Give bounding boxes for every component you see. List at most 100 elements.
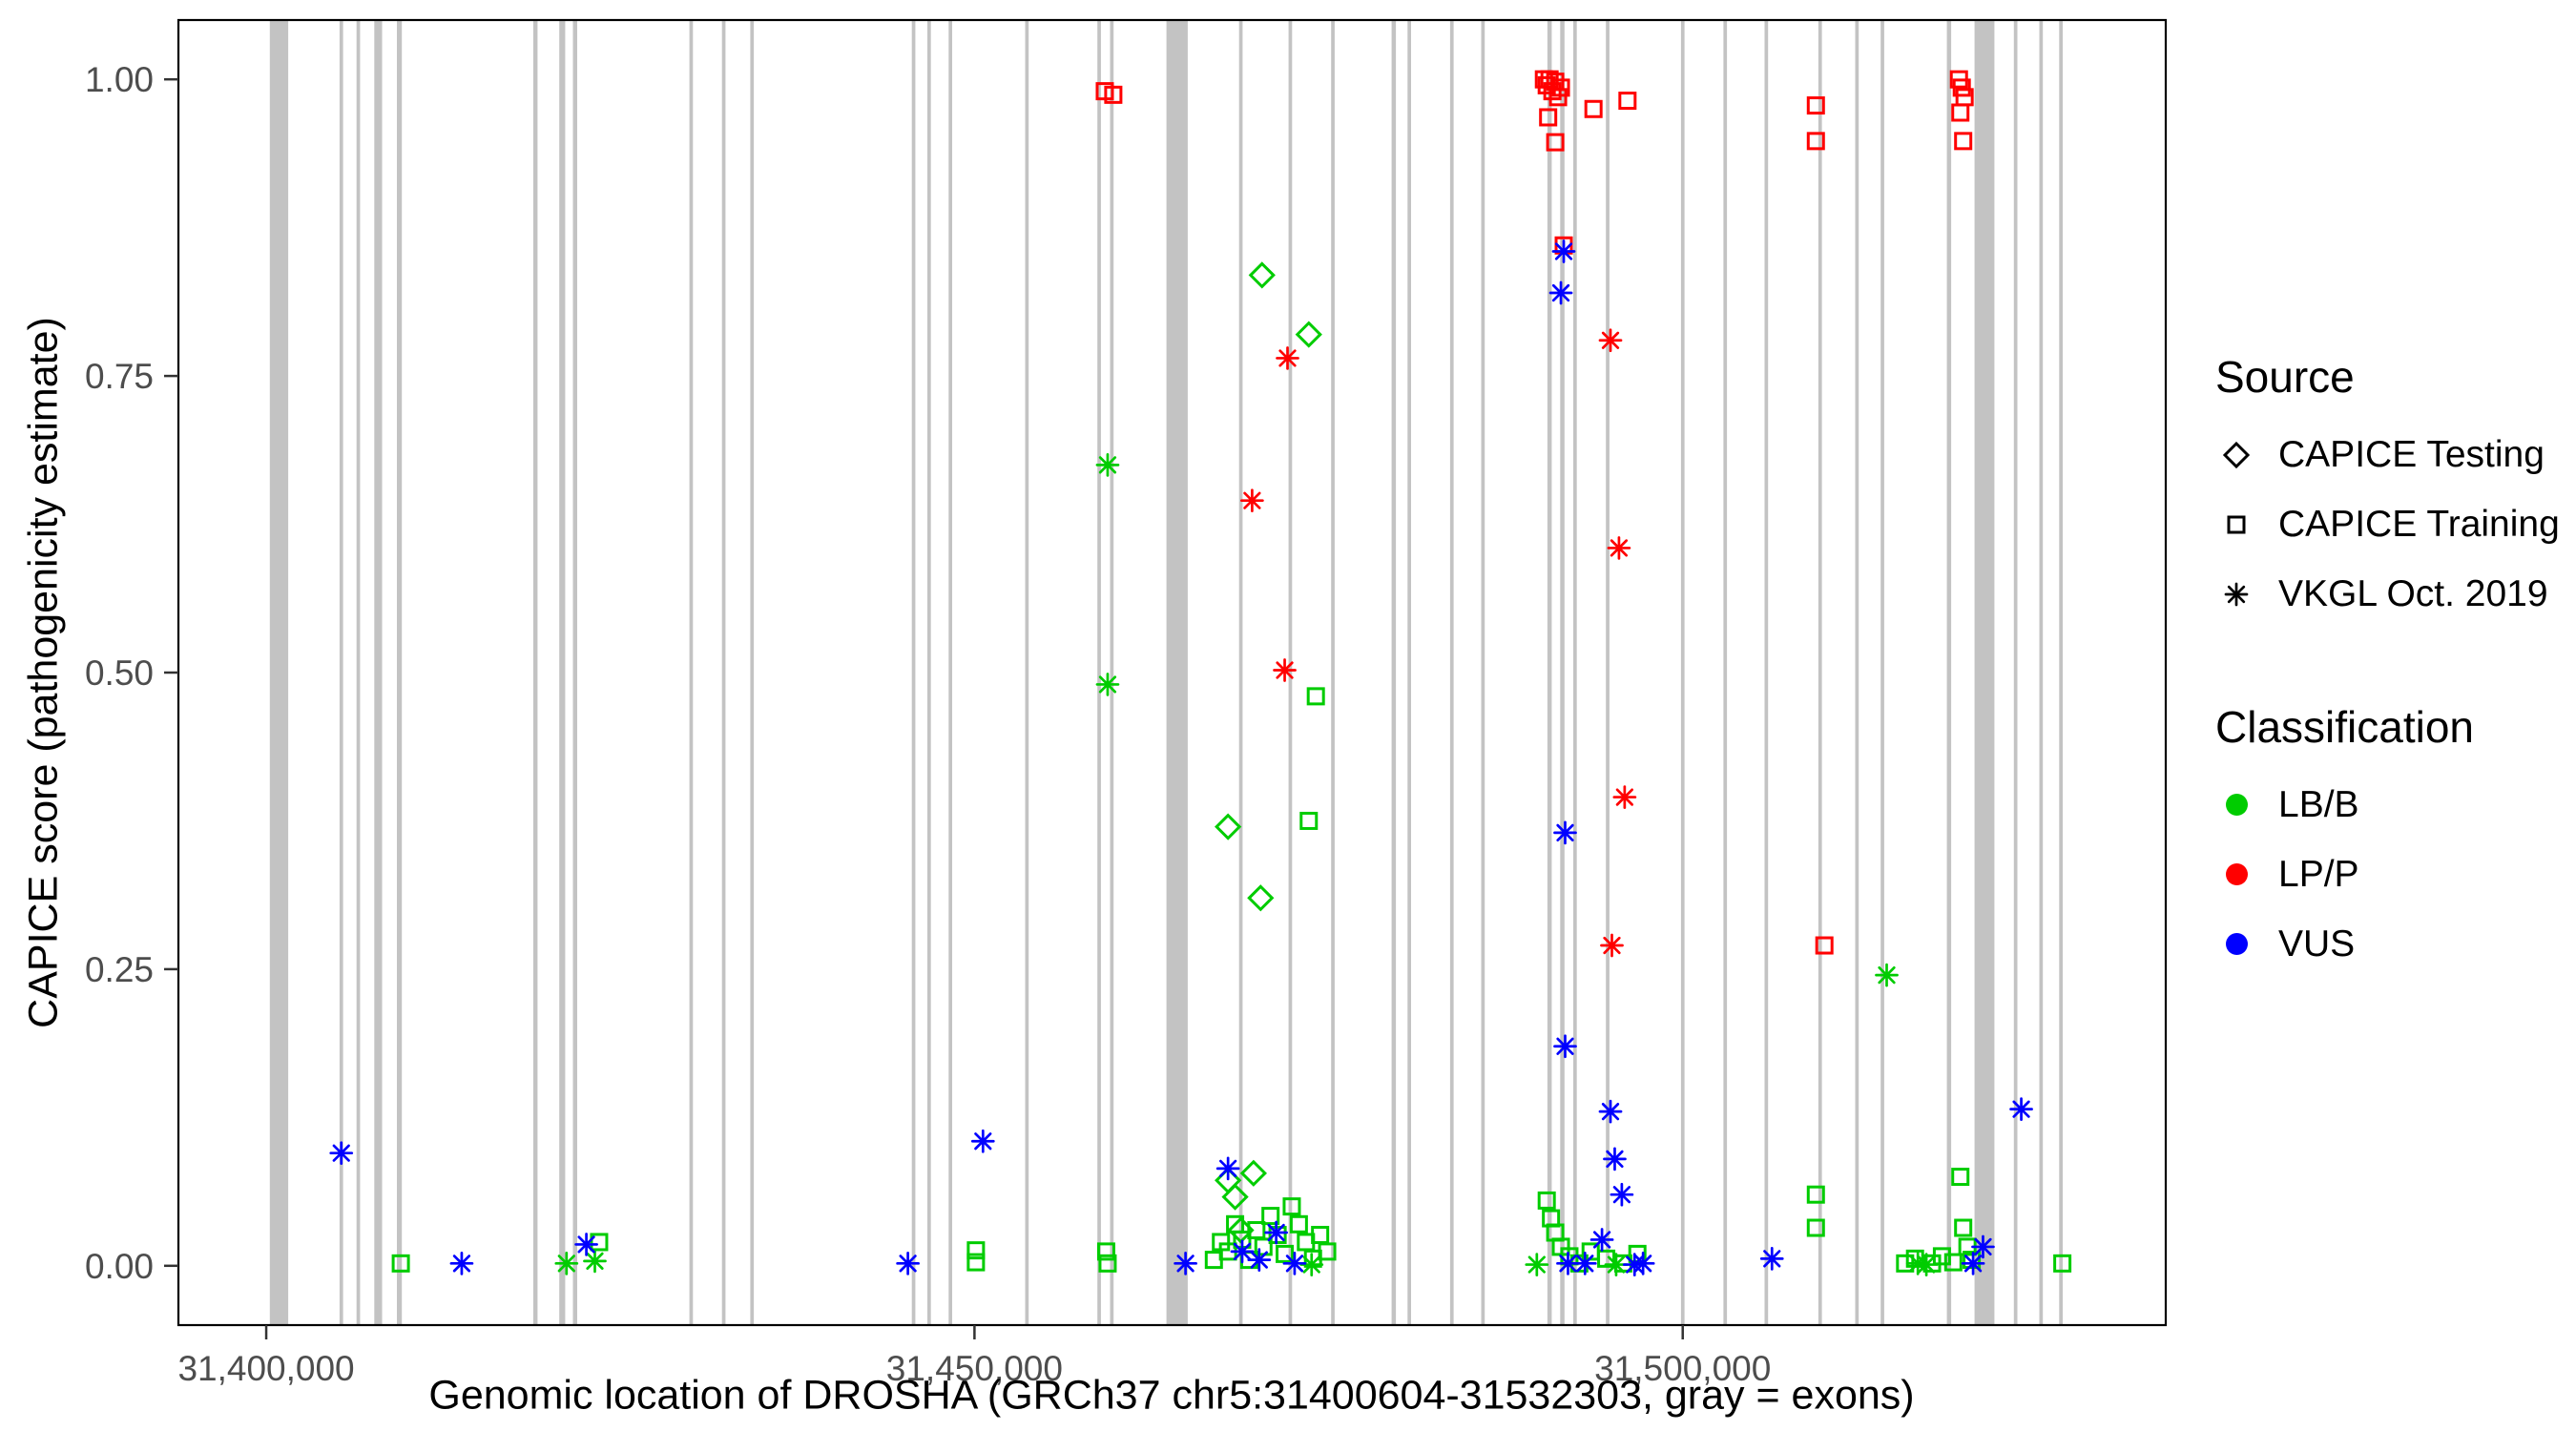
legend-item-classification-1: LP/P <box>2215 840 2560 909</box>
legend-item-source-0: CAPICE Testing <box>2215 420 2560 489</box>
data-point-asterisk <box>1548 280 1573 305</box>
y-tick-label: 1.00 <box>85 60 154 99</box>
legend-item-source-1: CAPICE Training <box>2215 489 2560 559</box>
data-point-asterisk <box>896 1251 920 1275</box>
data-point-asterisk <box>554 1251 579 1275</box>
legend-classification-section: Classification LB/B LP/P VUS <box>2215 701 2560 979</box>
legend-item-source-2: VKGL Oct. 2019 <box>2215 559 2560 629</box>
legend-item-label: CAPICE Training <box>2278 503 2560 545</box>
x-tick-label: 31,450,000 <box>886 1349 1063 1388</box>
asterisk-icon <box>2224 582 2249 606</box>
exon-bar <box>1407 20 1411 1325</box>
legend-source-title: Source <box>2215 352 2355 402</box>
exon-bar <box>1573 20 1577 1325</box>
data-point-square <box>1806 1185 1825 1204</box>
data-point-square <box>966 1241 986 1260</box>
data-point-asterisk <box>1240 488 1264 513</box>
x-tick-label: 31,400,000 <box>177 1349 354 1388</box>
exon-bar <box>1946 20 1952 1325</box>
legend-item-label: LP/P <box>2278 853 2359 895</box>
data-point-square <box>1806 1218 1825 1237</box>
exon-bar <box>532 20 538 1325</box>
data-point-diamond <box>1221 1183 1249 1211</box>
legend-item-label: VKGL Oct. 2019 <box>2278 572 2548 614</box>
data-point-asterisk <box>1572 1251 1597 1275</box>
exon-bar <box>1238 20 1243 1325</box>
legend-item-label: CAPICE Testing <box>2278 433 2545 475</box>
data-point-square <box>1539 108 1558 127</box>
exon-bar <box>339 20 343 1325</box>
exon-bar <box>1481 20 1485 1325</box>
exon-bar <box>269 20 289 1325</box>
data-point-asterisk <box>1525 1253 1549 1276</box>
data-point-square <box>1954 132 1973 151</box>
data-point-asterisk <box>1914 1253 1939 1276</box>
data-point-square <box>1954 1218 1973 1237</box>
data-point-square <box>1963 1251 1982 1270</box>
data-point-square <box>1318 1242 1337 1261</box>
legend-dot-wrap <box>2215 933 2257 955</box>
data-point-asterisk <box>1095 453 1120 477</box>
exon-bar <box>397 20 403 1325</box>
exon-bar <box>721 20 726 1325</box>
data-point-square <box>1951 103 1970 122</box>
exon-bar <box>2039 20 2044 1325</box>
classification-dot-icon <box>2225 863 2248 885</box>
diamond-icon <box>2222 441 2251 468</box>
exon-bar <box>1855 20 1859 1325</box>
data-point-square <box>590 1233 609 1252</box>
data-point-square <box>966 1253 986 1272</box>
exon-bar <box>1331 20 1335 1325</box>
classification-dot-icon <box>2225 794 2248 816</box>
legend-classification-title: Classification <box>2215 702 2474 752</box>
legend-item-label: LB/B <box>2278 783 2359 825</box>
data-point-asterisk <box>1759 1247 1784 1271</box>
legend-source-items: CAPICE Testing CAPICE Training VKGL Oct. 2… <box>2215 420 2560 629</box>
data-point-square <box>1276 1244 1295 1263</box>
legend-dot-wrap <box>2215 863 2257 885</box>
classification-dot-icon <box>2225 933 2248 955</box>
data-point-diamond <box>1247 884 1275 912</box>
data-point-square <box>1806 96 1825 115</box>
data-point-asterisk <box>1971 1234 1995 1259</box>
y-tick-label: 0.25 <box>85 950 154 989</box>
exon-bar <box>2013 20 2018 1325</box>
exon-bar <box>1974 20 1995 1325</box>
exon-bar <box>1025 20 1029 1325</box>
data-point-asterisk <box>1551 239 1576 263</box>
y-tick-label: 0.75 <box>85 357 154 396</box>
exon-bar <box>1288 20 1293 1325</box>
data-point-diamond <box>1295 321 1322 348</box>
exon-bar <box>1110 20 1114 1325</box>
data-point-square <box>1098 1254 1117 1273</box>
legend-item-label: VUS <box>2278 923 2356 964</box>
exon-bar <box>1880 20 1884 1325</box>
data-point-asterisk <box>1961 1251 1985 1275</box>
data-point-asterisk <box>1553 1034 1577 1059</box>
x-tick-label: 31,500,000 <box>1594 1349 1771 1388</box>
data-point-asterisk <box>1230 1239 1255 1264</box>
data-point-asterisk <box>1247 1248 1272 1272</box>
exon-bar <box>1680 20 1685 1325</box>
exon-bar <box>911 20 916 1325</box>
data-point-asterisk <box>1589 1228 1614 1252</box>
data-point-square <box>1951 1168 1970 1187</box>
data-point-asterisk <box>1174 1251 1197 1275</box>
exon-bar <box>1097 20 1101 1325</box>
data-point-asterisk <box>1607 536 1631 560</box>
exon-bar <box>750 20 755 1325</box>
exon-bar <box>356 20 361 1325</box>
data-point-diamond <box>1215 813 1242 840</box>
y-tick-label: 0.50 <box>85 653 154 693</box>
exon-bar <box>374 20 383 1325</box>
data-point-square <box>1306 687 1325 706</box>
data-point-asterisk <box>1273 658 1297 682</box>
data-point-asterisk <box>449 1251 474 1275</box>
data-point-diamond <box>1248 261 1276 289</box>
x-axis-title: Genomic location of DROSHA (GRCh37 chr5:… <box>428 1372 1915 1419</box>
exon-bar <box>1818 20 1822 1325</box>
data-point-asterisk <box>1603 1147 1627 1172</box>
data-point-asterisk <box>1598 1099 1623 1124</box>
data-point-square <box>1546 133 1565 152</box>
exon-bar <box>1723 20 1728 1325</box>
